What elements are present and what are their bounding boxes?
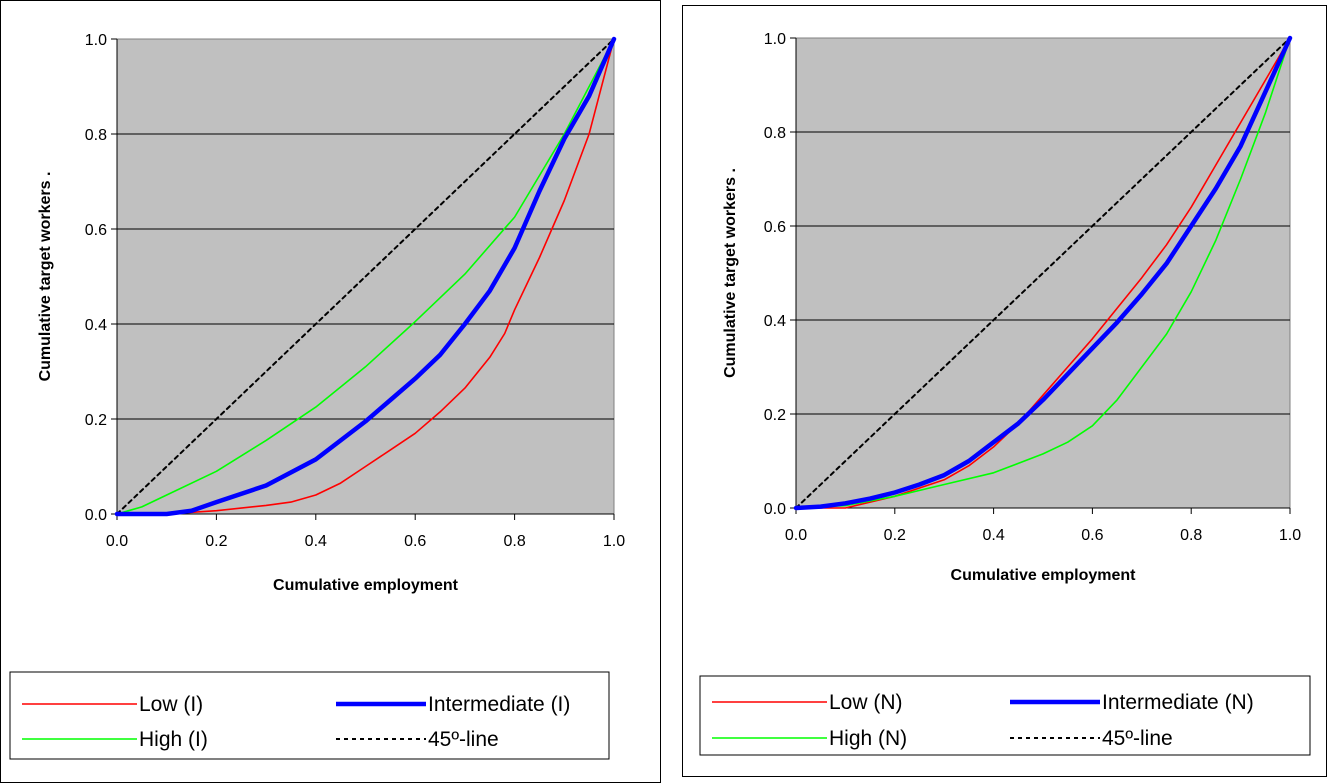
right-legend-label: Intermediate (N) bbox=[1102, 691, 1254, 714]
right-x-tick-label: 0.8 bbox=[1180, 527, 1202, 544]
right-series-45-line bbox=[795, 37, 1291, 509]
right-y-tick-label: 1.0 bbox=[764, 31, 786, 48]
right-y-tick-label: 0.8 bbox=[764, 125, 786, 142]
left-y-tick-label: 1.0 bbox=[85, 32, 107, 49]
right-x-tick-label: 0.4 bbox=[982, 527, 1004, 544]
left-y-tick-label: 0.8 bbox=[85, 127, 107, 144]
right-y-tick-label: 0.6 bbox=[764, 219, 786, 236]
left-legend-label: High (I) bbox=[139, 728, 208, 751]
left-series-low-i bbox=[116, 38, 615, 515]
right-legend-label: Low (N) bbox=[829, 691, 903, 714]
left-legend-label: Intermediate (I) bbox=[428, 693, 570, 716]
right-legend-label: High (N) bbox=[829, 727, 907, 750]
right-x-tick-label: 0.2 bbox=[884, 527, 906, 544]
left-x-tick-label: 0.6 bbox=[404, 533, 426, 550]
right-y-tick-label: 0.4 bbox=[764, 313, 786, 330]
right-legend bbox=[699, 675, 1311, 756]
left-y-tick-label: 0.6 bbox=[85, 222, 107, 239]
chart-panel-right: 0.0 0.2 0.4 0.6 0.8 1.0 0.0 0.2 0.4 0.6 0.8 1.0 Cumu… bbox=[682, 5, 1327, 777]
left-y-tick-label: 0.4 bbox=[85, 317, 107, 334]
chart-left: 0.0 0.2 0.4 0.6 0.8 1.0 0.0 0.2 0.4 0.6 0.8 1.0 Cumu… bbox=[0, 0, 661, 783]
left-x-tick-label: 0.4 bbox=[305, 533, 327, 550]
right-y-tick-label: 0.2 bbox=[764, 407, 786, 424]
left-y-tick-label: 0.2 bbox=[85, 412, 107, 429]
left-series-intermediate-i bbox=[114, 36, 617, 517]
right-series-high-n bbox=[795, 37, 1291, 509]
left-x-tick-label: 1.0 bbox=[603, 533, 625, 550]
right-y-tick-label: 0.0 bbox=[764, 501, 786, 518]
left-x-tick-label: 0.0 bbox=[106, 533, 128, 550]
left-x-tick-label: 0.2 bbox=[205, 533, 227, 550]
chart-panel-left: 0.0 0.2 0.4 0.6 0.8 1.0 0.0 0.2 0.4 0.6 0.8 1.0 Cumu… bbox=[0, 0, 661, 783]
left-legend bbox=[9, 671, 610, 760]
chart-right: 0.0 0.2 0.4 0.6 0.8 1.0 0.0 0.2 0.4 0.6 0.8 1.0 Cumu… bbox=[682, 5, 1327, 777]
left-legend-label: Low (I) bbox=[139, 693, 203, 716]
left-legend-label: 45º-line bbox=[428, 728, 499, 751]
left-x-tick-label: 0.8 bbox=[503, 533, 525, 550]
left-y-axis-title: Cumulative target workers . bbox=[37, 172, 54, 382]
right-series-low-n bbox=[795, 37, 1291, 509]
right-series-intermediate-n bbox=[793, 35, 1293, 511]
right-y-axis-title: Cumulative target workers . bbox=[722, 168, 739, 378]
right-x-axis-title: Cumulative employment bbox=[951, 567, 1137, 584]
right-x-tick-label: 0.6 bbox=[1081, 527, 1103, 544]
left-series-high-i bbox=[116, 38, 615, 515]
right-x-tick-label: 1.0 bbox=[1279, 527, 1301, 544]
left-y-tick-label: 0.0 bbox=[85, 507, 107, 524]
right-legend-label: 45º-line bbox=[1102, 727, 1173, 750]
right-x-tick-label: 0.0 bbox=[785, 527, 807, 544]
left-series-45-line bbox=[116, 38, 615, 515]
left-x-axis-title: Cumulative employment bbox=[273, 577, 459, 594]
